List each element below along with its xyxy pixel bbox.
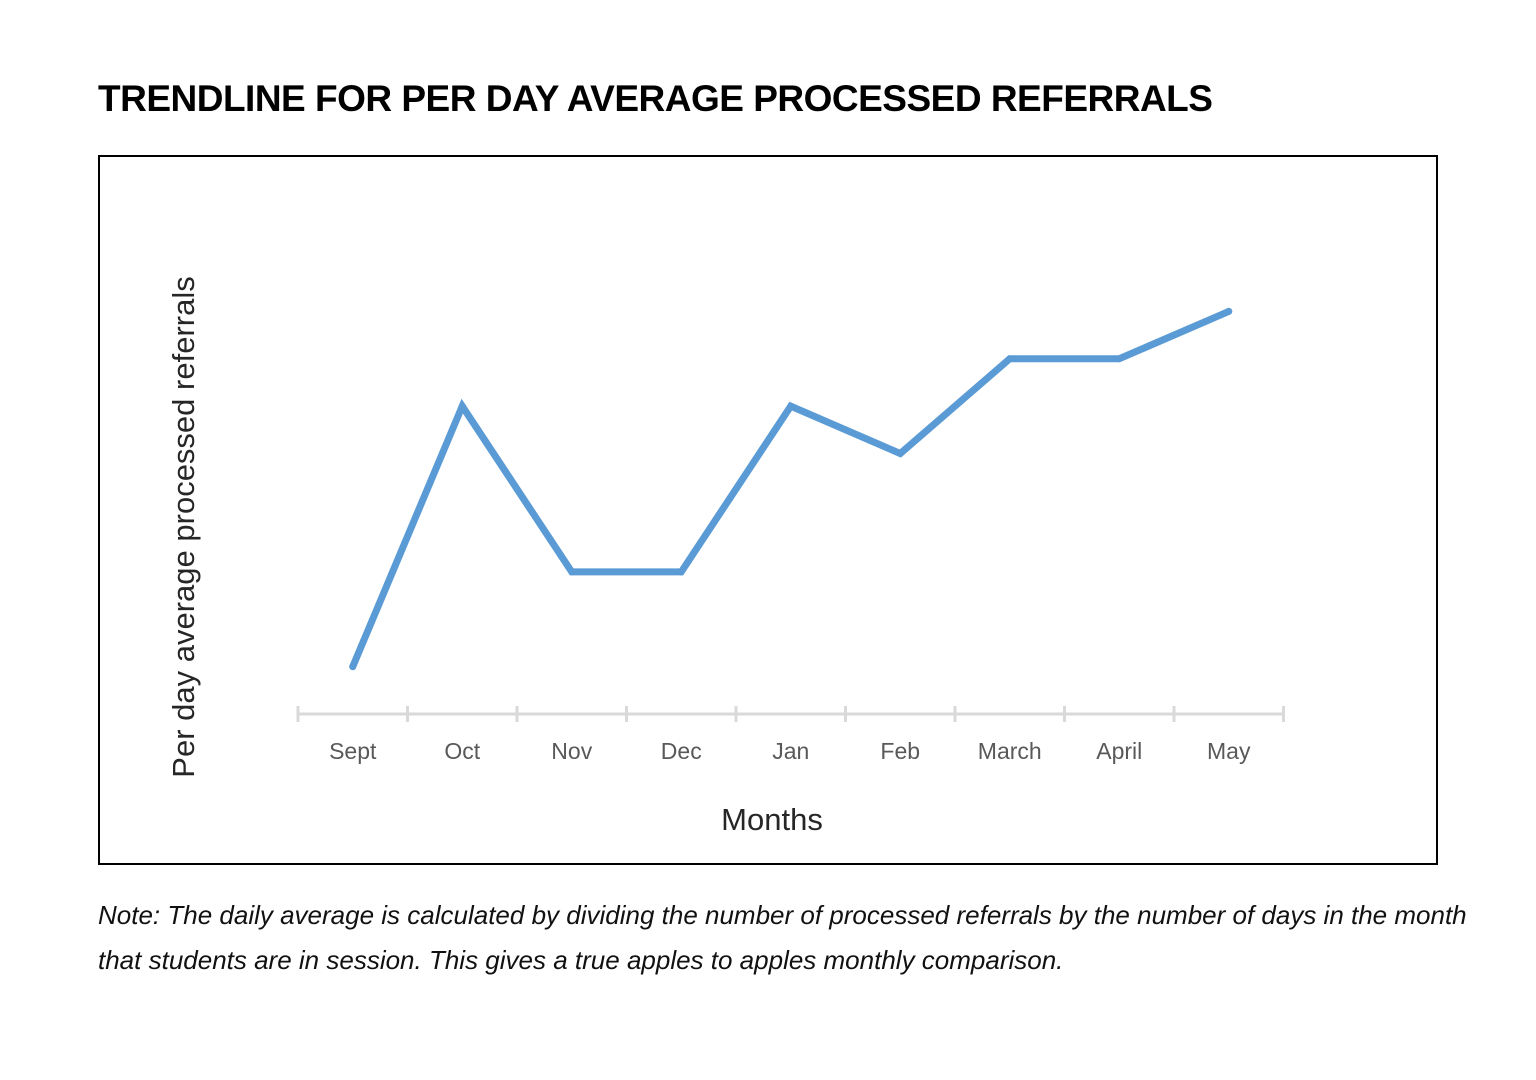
data-point xyxy=(1115,355,1123,363)
x-tick-label: April xyxy=(1096,738,1142,764)
data-point xyxy=(787,402,795,410)
x-tick-label: Jan xyxy=(772,738,809,764)
chart-note: Note: The daily average is calculated by… xyxy=(98,900,1467,975)
data-point xyxy=(1225,307,1233,315)
x-tick-label: Sept xyxy=(329,738,377,764)
x-tick-label: March xyxy=(978,738,1042,764)
x-tick-label: May xyxy=(1207,738,1251,764)
data-point xyxy=(1006,355,1014,363)
data-point xyxy=(458,402,466,410)
data-point xyxy=(568,568,576,576)
data-point xyxy=(349,663,357,671)
y-axis-title: Per day average processed referrals xyxy=(166,276,201,777)
x-axis-title: Months xyxy=(721,802,823,837)
x-tick-label: Dec xyxy=(661,738,702,764)
x-tick-label: Oct xyxy=(444,738,480,764)
series-line xyxy=(349,307,1233,671)
data-point xyxy=(677,568,685,576)
chart-title: TRENDLINE FOR PER DAY AVERAGE PROCESSED … xyxy=(98,78,1213,119)
x-tick-label: Feb xyxy=(880,738,920,764)
chart-frame: Per day average processed referrals Mont… xyxy=(98,155,1438,865)
line-chart: Per day average processed referrals Mont… xyxy=(166,276,1285,837)
x-tick-label: Nov xyxy=(551,738,592,764)
data-point xyxy=(896,450,904,457)
